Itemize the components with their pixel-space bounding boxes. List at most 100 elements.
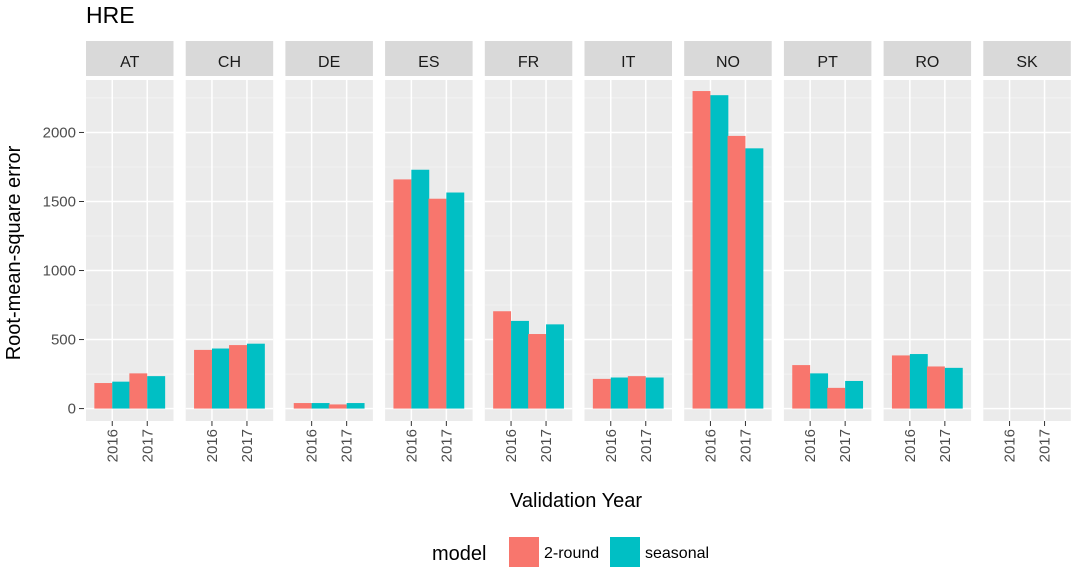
facet-panel-it: IT 2016 2017	[584, 41, 672, 462]
facet-panel-ro: RO 2016 2017	[883, 41, 972, 462]
y-axis-title: Root-mean-square error	[3, 145, 25, 360]
x-tick-label: 2017	[737, 429, 754, 462]
facet-panel-at: AT 2016 2017	[86, 41, 174, 462]
facet-strip-label: ES	[418, 54, 439, 71]
bar-es-2017-seasonal	[446, 192, 465, 409]
facet-strip	[484, 41, 573, 76]
bar-es-2017-2-round	[428, 198, 447, 409]
facet-strip-label: CH	[218, 54, 241, 71]
y-tick-label: 0	[68, 401, 76, 418]
x-tick-label: 2016	[104, 429, 121, 462]
bar-pt-2017-seasonal	[845, 380, 864, 409]
bar-pt-2017-2-round	[827, 387, 846, 409]
facet-strip	[783, 41, 872, 76]
facet-strip-label: PT	[817, 54, 838, 71]
bar-ch-2016-seasonal	[211, 348, 230, 409]
bar-fr-2016-seasonal	[511, 320, 529, 409]
y-tick-label: 2000	[43, 124, 76, 141]
facet-strip	[883, 41, 972, 76]
x-tick-label: 2017	[1037, 429, 1054, 462]
bar-de-2017-seasonal	[346, 403, 365, 409]
facet-panels: AT 2016 2017 CH 2016 2017 DE 2016 2017 ES 2016 2017…	[86, 41, 1071, 462]
legend-label: 2-round	[544, 545, 599, 562]
x-tick-label: 2016	[304, 429, 321, 462]
x-tick-label: 2016	[802, 429, 819, 462]
legend-swatch	[509, 537, 539, 567]
bar-it-2016-2-round	[592, 378, 611, 409]
bar-no-2017-2-round	[727, 135, 746, 409]
panel-background	[983, 80, 1071, 421]
bar-at-2016-2-round	[94, 383, 113, 409]
x-tick-label: 2017	[139, 429, 156, 462]
y-tick-label: 1000	[43, 263, 76, 280]
facet-strip-label: IT	[621, 54, 635, 71]
x-axis-title: Validation Year	[510, 490, 642, 512]
bar-ch-2016-2-round	[194, 349, 212, 409]
bar-es-2016-2-round	[393, 179, 412, 409]
bar-es-2016-seasonal	[411, 169, 430, 409]
bar-no-2016-2-round	[692, 91, 711, 409]
x-tick-label: 2016	[204, 429, 221, 462]
bar-no-2016-seasonal	[710, 95, 729, 409]
bar-ro-2016-seasonal	[909, 354, 928, 409]
panel-background	[86, 80, 174, 421]
facet-panel-es: ES 2016 2017	[385, 41, 473, 462]
facet-strip	[983, 41, 1071, 76]
legend-item-2-round: 2-round	[509, 537, 599, 567]
y-tick-label: 500	[51, 332, 76, 349]
bar-de-2017-2-round	[328, 404, 347, 409]
facet-strip	[86, 41, 174, 76]
bar-it-2016-seasonal	[610, 377, 629, 409]
facet-strip-label: DE	[318, 54, 340, 71]
facet-panel-de: DE 2016 2017	[285, 41, 373, 462]
facet-strip-label: AT	[120, 54, 139, 71]
x-tick-label: 2016	[702, 429, 719, 462]
panel-background	[285, 80, 373, 421]
facet-strip	[584, 41, 672, 76]
bar-ro-2017-seasonal	[944, 367, 963, 409]
panel-background	[783, 80, 872, 421]
facet-panel-ch: CH 2016 2017	[185, 41, 274, 462]
facet-strip-label: SK	[1016, 54, 1038, 71]
bar-it-2017-seasonal	[645, 377, 664, 409]
x-tick-label: 2017	[339, 429, 356, 462]
legend-item-seasonal: seasonal	[610, 537, 709, 567]
x-tick-label: 2017	[837, 429, 854, 462]
facet-strip	[385, 41, 473, 76]
x-tick-label: 2016	[403, 429, 420, 462]
bar-it-2017-2-round	[627, 376, 646, 409]
x-tick-label: 2017	[937, 429, 954, 462]
bar-no-2017-seasonal	[745, 148, 764, 409]
legend-label: seasonal	[645, 545, 709, 562]
bar-ro-2017-2-round	[926, 366, 945, 409]
bar-ch-2017-seasonal	[246, 343, 265, 409]
bar-at-2017-2-round	[129, 373, 148, 409]
bar-fr-2017-2-round	[528, 334, 547, 409]
facet-panel-fr: FR 2016 2017	[484, 41, 573, 462]
bar-de-2016-2-round	[293, 403, 312, 409]
x-tick-label: 2016	[1002, 429, 1019, 462]
x-tick-label: 2016	[503, 429, 520, 462]
facet-panel-no: NO 2016 2017	[684, 41, 772, 462]
y-axis: 0 500 1000 1500 2000	[43, 124, 84, 418]
bar-pt-2016-seasonal	[810, 373, 829, 409]
x-tick-label: 2017	[538, 429, 555, 462]
y-tick-label: 1500	[43, 193, 76, 210]
facet-strip	[285, 41, 373, 76]
legend-title: model	[432, 543, 486, 565]
x-tick-label: 2017	[438, 429, 455, 462]
bar-at-2016-seasonal	[112, 381, 131, 409]
facet-strip	[185, 41, 274, 76]
bar-ch-2017-2-round	[229, 345, 247, 409]
chart-title: HRE	[86, 2, 135, 28]
bar-fr-2017-seasonal	[546, 324, 564, 409]
legend-items: 2-round seasonal	[509, 537, 709, 567]
bar-pt-2016-2-round	[792, 365, 811, 409]
legend-swatch	[610, 537, 640, 567]
facet-panel-sk: SK 2016 2017	[983, 41, 1071, 462]
bar-at-2017-seasonal	[147, 376, 166, 409]
facet-strip-label: RO	[915, 54, 939, 71]
facet-strip-label: FR	[518, 54, 539, 71]
facet-strip	[684, 41, 772, 76]
